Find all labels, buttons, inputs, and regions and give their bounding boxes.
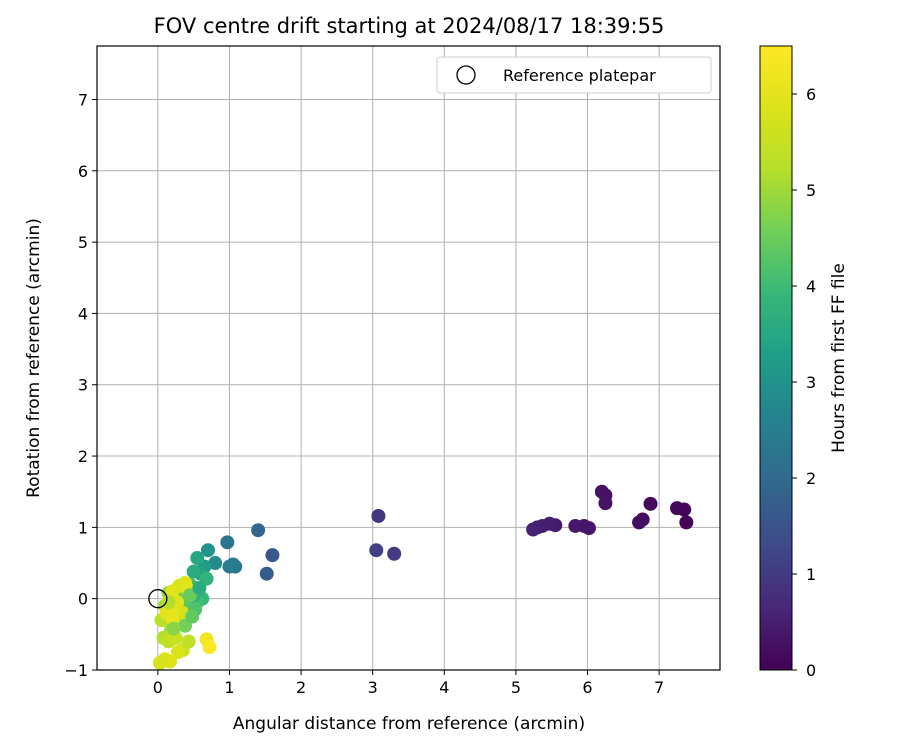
data-point [220, 535, 235, 550]
legend-box [436, 56, 712, 94]
data-point [165, 584, 180, 599]
chart-title: FOV centre drift starting at 2024/08/17 … [154, 14, 665, 38]
data-point [369, 543, 384, 558]
y-tick-label: −1 [64, 661, 88, 680]
data-point [153, 655, 168, 670]
colorbar-tick-label: 4 [806, 277, 816, 296]
y-axis-label: Rotation from reference (arcmin) [24, 218, 44, 498]
x-tick-label: 0 [153, 678, 163, 697]
x-tick-label: 5 [511, 678, 521, 697]
colorbar-tick-label: 5 [806, 181, 816, 200]
legend: Reference platepar [436, 56, 712, 94]
data-point [200, 543, 215, 558]
data-point [251, 523, 266, 538]
data-point [259, 566, 274, 581]
y-tick-label: 5 [78, 233, 88, 252]
data-point [222, 559, 237, 574]
y-tick-label: 0 [78, 590, 88, 609]
x-tick-label: 4 [439, 678, 449, 697]
data-point [166, 621, 181, 636]
data-point [594, 484, 609, 499]
colorbar-tick-label: 2 [806, 469, 816, 488]
data-points [153, 484, 694, 670]
grid [97, 46, 720, 671]
x-ticks: 0 1 2 3 4 5 6 7 [153, 670, 664, 697]
data-point [186, 564, 201, 579]
data-point [181, 634, 196, 649]
x-axis-label: Angular distance from reference (arcmin) [233, 714, 585, 734]
reference-platepar-marker [148, 589, 168, 609]
data-point [371, 508, 386, 523]
colorbar-gradient [759, 45, 793, 671]
y-tick-label: 6 [78, 162, 88, 181]
data-point [265, 548, 280, 563]
y-tick-label: 7 [78, 90, 88, 109]
data-point [202, 640, 217, 655]
data-point [568, 518, 583, 533]
data-point [161, 595, 176, 610]
data-point [643, 496, 658, 511]
y-tick-label: 2 [78, 447, 88, 466]
data-point [208, 556, 223, 571]
data-point [670, 501, 685, 516]
data-point [159, 605, 174, 620]
data-point [185, 609, 200, 624]
y-tick-label: 4 [78, 304, 88, 323]
data-point [387, 546, 402, 561]
x-tick-label: 2 [296, 678, 306, 697]
legend-marker [456, 65, 476, 85]
data-point [679, 515, 694, 530]
data-point [598, 496, 613, 511]
y-tick-label: 3 [78, 376, 88, 395]
x-tick-label: 1 [224, 678, 234, 697]
legend-label: Reference platepar [503, 66, 656, 85]
colorbar: 0 1 2 3 4 5 6 Hours from first FF file [759, 45, 849, 680]
data-point [632, 515, 647, 530]
y-ticks: −1 0 1 2 3 4 5 6 7 [64, 90, 97, 680]
colorbar-ticks: 0 1 2 3 4 5 6 [792, 85, 816, 680]
data-point [192, 580, 207, 595]
colorbar-tick-label: 3 [806, 373, 816, 392]
data-point [170, 645, 185, 660]
x-tick-label: 7 [654, 678, 664, 697]
colorbar-tick-label: 6 [806, 85, 816, 104]
x-tick-label: 6 [582, 678, 592, 697]
colorbar-tick-label: 1 [806, 565, 816, 584]
y-tick-label: 1 [78, 518, 88, 537]
x-tick-label: 3 [368, 678, 378, 697]
colorbar-label: Hours from first FF file [829, 263, 849, 453]
colorbar-tick-label: 0 [806, 661, 816, 680]
data-point [190, 551, 205, 566]
data-point [526, 522, 541, 537]
plot-frame [96, 45, 721, 671]
